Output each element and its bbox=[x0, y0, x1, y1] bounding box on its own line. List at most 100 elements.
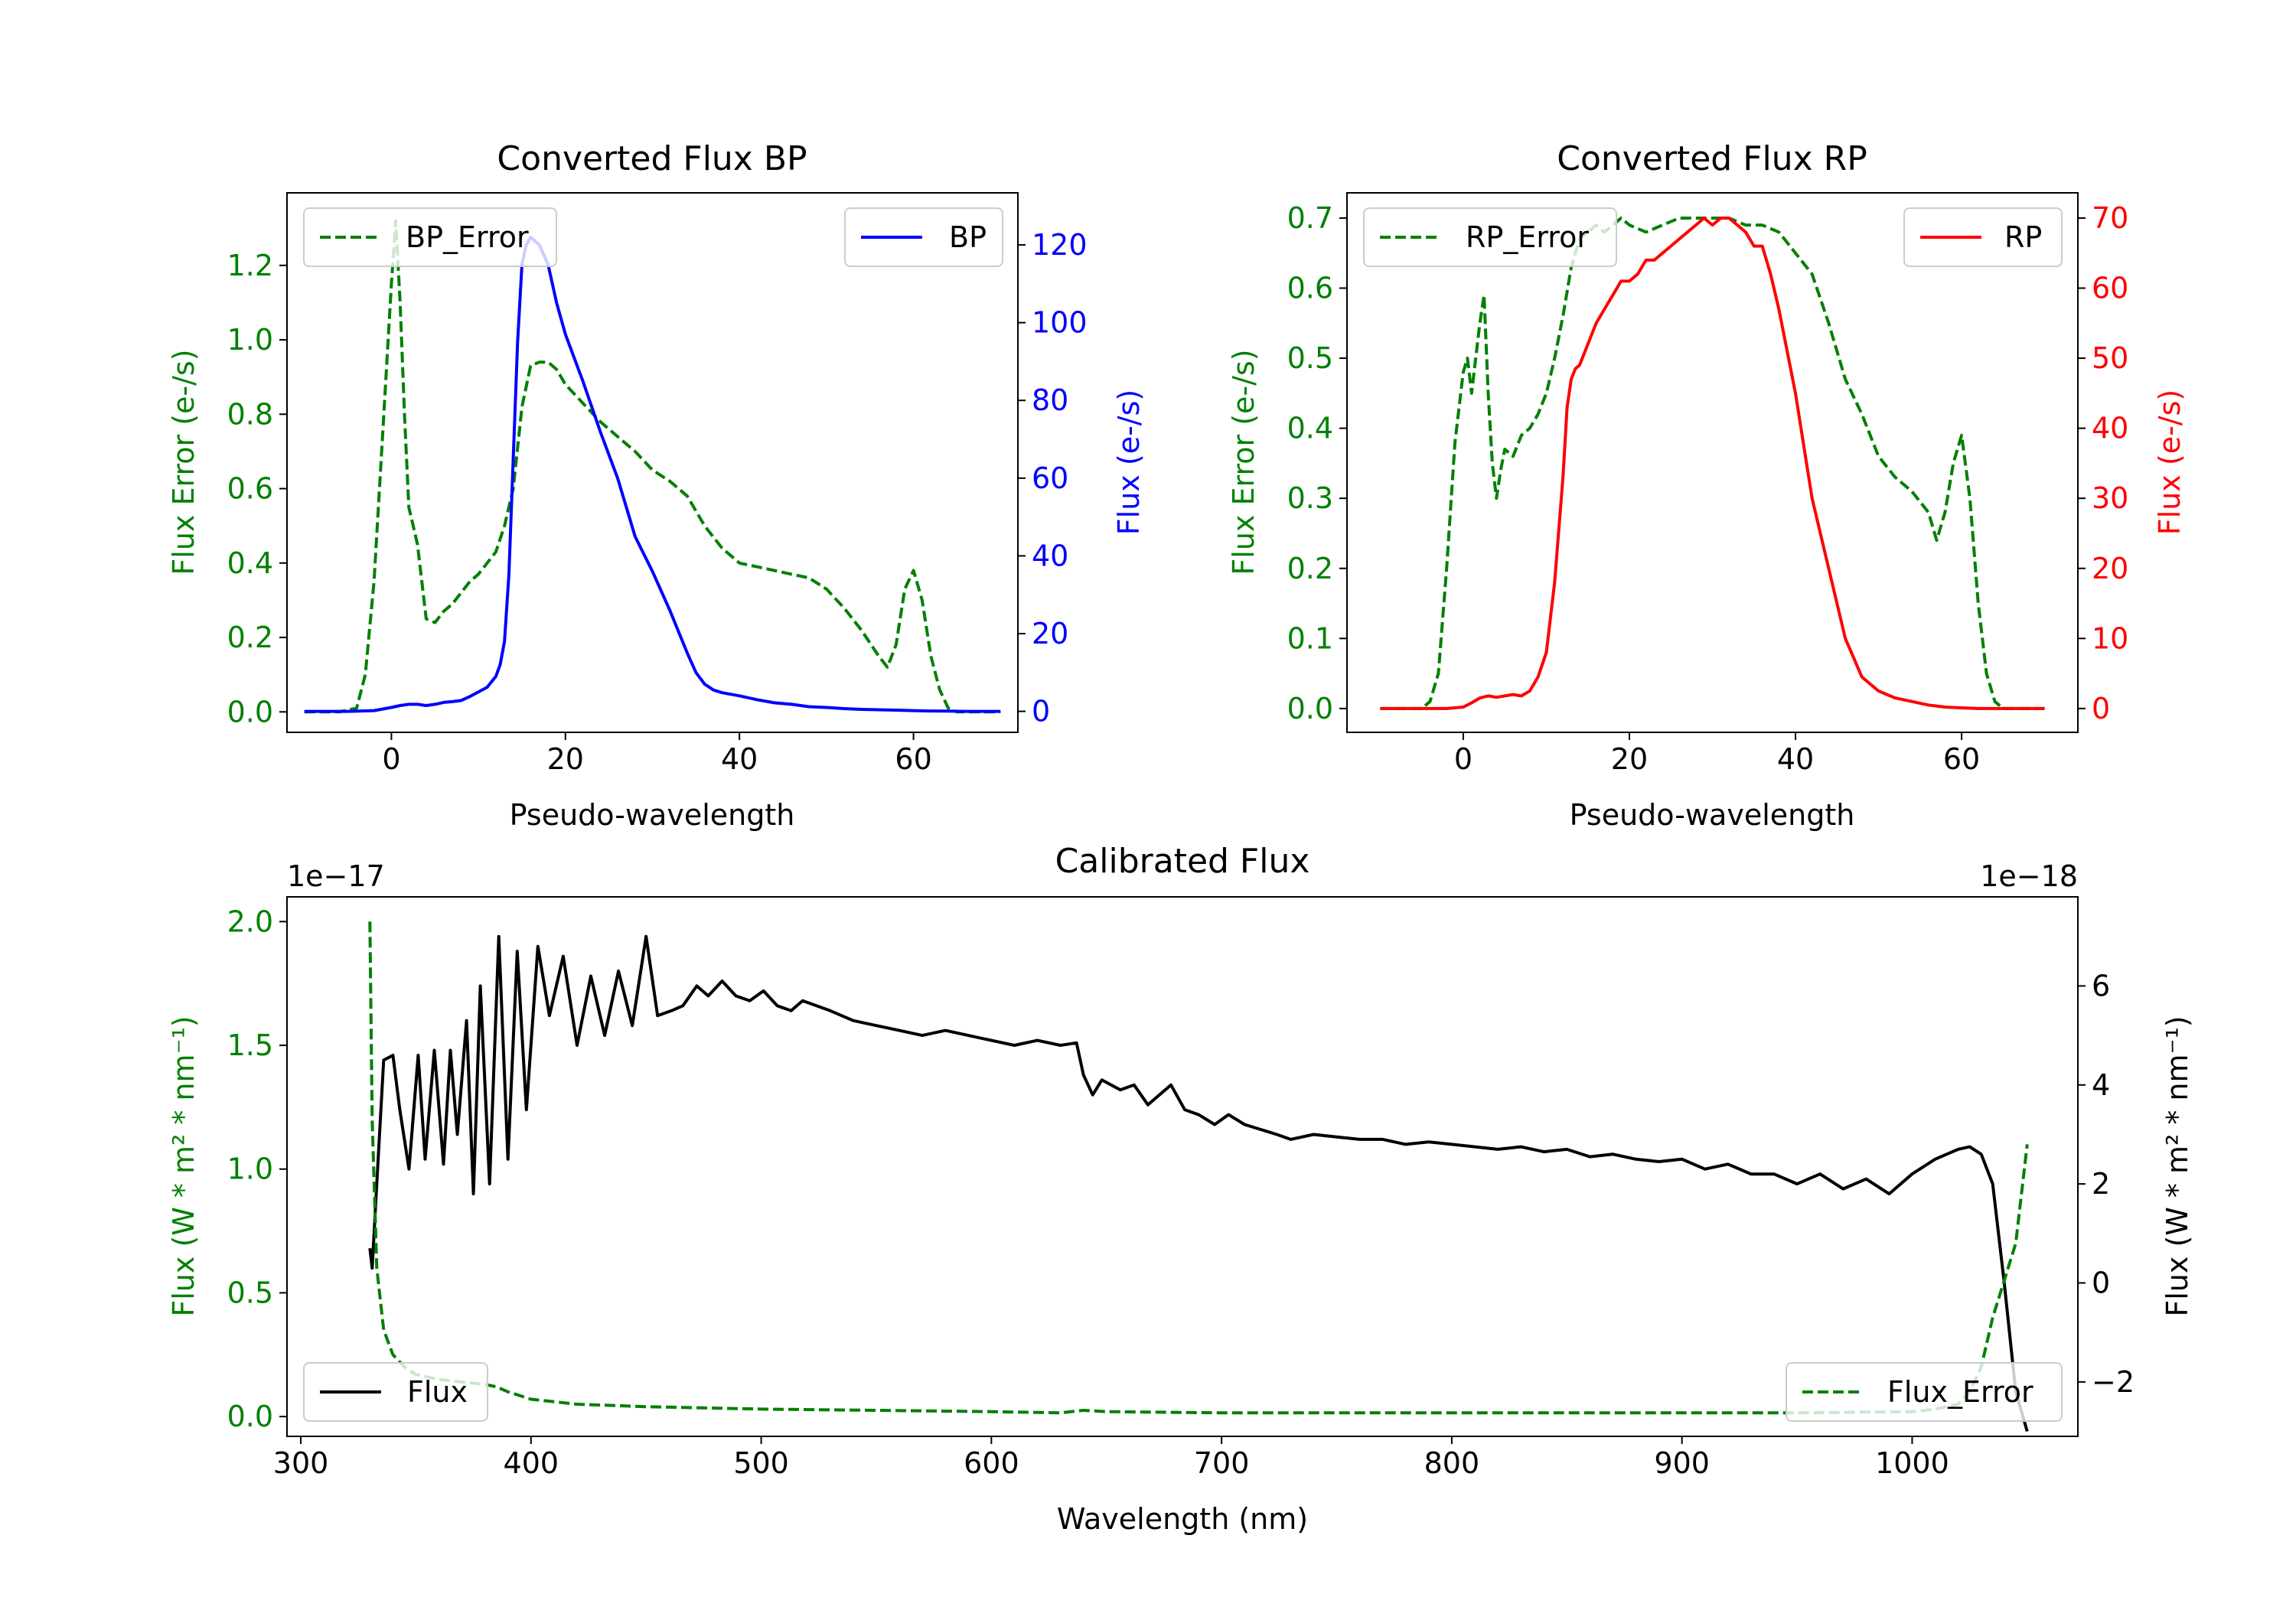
chart-bp-legend-right: BP bbox=[844, 207, 1003, 267]
chart-bp-series-flux bbox=[304, 235, 1001, 713]
chart-calibrated-offset-right: 1e−18 bbox=[1980, 859, 2078, 893]
chart-rp-xtick-label: 20 bbox=[1611, 742, 1648, 776]
chart-rp-ytick-right-label: 30 bbox=[2092, 481, 2128, 515]
chart-rp-ytick-right-label: 50 bbox=[2092, 341, 2128, 375]
chart-calibrated-xtick-label: 700 bbox=[1194, 1446, 1250, 1480]
chart-bp-ytick-left-label: 0.0 bbox=[227, 695, 273, 729]
chart-bp-ylabel-left: Flux Error (e-/s) bbox=[167, 349, 201, 575]
chart-calibrated-yticks-right: −2 0 2 4 6 bbox=[2078, 969, 2135, 1399]
chart-calibrated-ytick-right-label: 0 bbox=[2092, 1266, 2110, 1299]
chart-bp-yticks-left: 0.0 0.2 0.4 0.6 0.8 1.0 1.2 bbox=[227, 249, 287, 729]
chart-calibrated-legend-right-label: Flux_Error bbox=[1887, 1375, 2033, 1409]
chart-calibrated: Calibrated Flux 1e−17 1e−18 300 400 500 600… bbox=[167, 842, 2194, 1536]
chart-bp-xtick-label: 60 bbox=[895, 742, 931, 776]
chart-rp-ytick-right-label: 40 bbox=[2092, 412, 2128, 445]
chart-rp-ytick-left-label: 0.0 bbox=[1287, 692, 1333, 725]
chart-rp-ytick-left-label: 0.6 bbox=[1287, 272, 1333, 305]
chart-rp-xtick-label: 60 bbox=[1943, 742, 1980, 776]
chart-rp-legend-left: RP_Error bbox=[1363, 207, 1617, 267]
chart-calibrated-ytick-right-label: 2 bbox=[2092, 1167, 2110, 1201]
chart-calibrated-xtick-label: 1000 bbox=[1875, 1446, 1949, 1480]
chart-rp-line-rp bbox=[1380, 217, 2045, 710]
chart-calibrated-xtick-label: 900 bbox=[1654, 1446, 1710, 1480]
chart-bp-ytick-left-label: 0.8 bbox=[227, 397, 273, 431]
chart-rp-ytick-right-label: 0 bbox=[2092, 692, 2110, 725]
chart-rp-ytick-right-label: 60 bbox=[2092, 272, 2128, 305]
chart-bp-legend-left: BP_Error bbox=[303, 207, 557, 267]
chart-bp-xlabel: Pseudo-wavelength bbox=[510, 798, 795, 832]
chart-bp-yticks-right: 0 20 40 60 80 100 120 bbox=[1018, 228, 1088, 729]
chart-bp-series-error bbox=[304, 219, 1001, 714]
chart-calibrated-ytick-right-label: 6 bbox=[2092, 969, 2110, 1002]
chart-bp-ytick-right-label: 120 bbox=[1032, 228, 1088, 262]
chart-calibrated-xticks: 300 400 500 600 700 800 900 1000 bbox=[273, 1436, 1949, 1480]
chart-calibrated-ytick-right-label: 4 bbox=[2092, 1068, 2110, 1102]
chart-rp-ytick-left-label: 0.3 bbox=[1287, 481, 1333, 515]
chart-rp-series-flux bbox=[1380, 217, 2045, 710]
chart-rp-yticks-left: 0.0 0.1 0.2 0.3 0.4 0.5 0.6 0.7 bbox=[1287, 201, 1347, 725]
chart-bp-ytick-left-label: 1.0 bbox=[227, 323, 273, 357]
chart-bp-ytick-left-label: 1.2 bbox=[227, 249, 273, 282]
chart-calibrated-legend-right: Flux_Error bbox=[1786, 1362, 2063, 1422]
chart-calibrated-ytick-left-label: 1.5 bbox=[227, 1028, 273, 1062]
chart-rp-xticks: 0 20 40 60 bbox=[1454, 732, 1980, 776]
chart-bp-plot bbox=[304, 219, 1001, 714]
chart-calibrated-legend-left: Flux bbox=[303, 1362, 488, 1422]
chart-rp-frame bbox=[1346, 192, 2079, 733]
chart-rp-ytick-left-label: 0.4 bbox=[1287, 412, 1333, 445]
chart-bp-xtick-label: 20 bbox=[547, 742, 584, 776]
chart-calibrated-series-flux bbox=[368, 934, 2029, 1433]
chart-bp-ytick-right-label: 60 bbox=[1032, 461, 1068, 495]
chart-calibrated-ylabel-left: Flux (W * m² * nm⁻¹) bbox=[167, 1015, 201, 1316]
chart-calibrated-legend-left-label: Flux bbox=[407, 1375, 468, 1409]
chart-bp-ytick-left-label: 0.6 bbox=[227, 472, 273, 506]
chart-bp-xtick-label: 0 bbox=[382, 742, 400, 776]
chart-calibrated-ytick-left-label: 1.0 bbox=[227, 1152, 273, 1186]
chart-bp-ytick-left-label: 0.4 bbox=[227, 546, 273, 580]
chart-rp-ylabel-right: Flux (e-/s) bbox=[2153, 390, 2187, 535]
chart-calibrated-xtick-label: 500 bbox=[733, 1446, 789, 1480]
chart-rp-title: Converted Flux RP bbox=[1557, 139, 1867, 178]
chart-bp-legend-right-label: BP bbox=[949, 220, 987, 254]
chart-calibrated-xlabel: Wavelength (nm) bbox=[1057, 1502, 1308, 1536]
chart-rp-xlabel: Pseudo-wavelength bbox=[1570, 798, 1855, 832]
chart-bp-frame bbox=[286, 192, 1019, 733]
chart-calibrated-xtick-label: 600 bbox=[964, 1446, 1019, 1480]
chart-rp-legend-right-label: RP bbox=[2004, 220, 2042, 254]
chart-rp-ytick-left-label: 0.2 bbox=[1287, 552, 1333, 585]
chart-bp-line-bp bbox=[304, 235, 1001, 713]
chart-bp-ytick-left-label: 0.2 bbox=[227, 621, 273, 654]
chart-bp-xticks: 0 20 40 60 bbox=[382, 732, 932, 776]
chart-rp-ylabel-left: Flux Error (e-/s) bbox=[1227, 349, 1261, 575]
chart-rp-legend-left-label: RP_Error bbox=[1466, 220, 1589, 254]
chart-bp-title: Converted Flux BP bbox=[497, 139, 807, 178]
chart-calibrated-title: Calibrated Flux bbox=[1055, 842, 1310, 881]
chart-bp-ylabel-right: Flux (e-/s) bbox=[1112, 390, 1146, 535]
chart-rp: Converted Flux RP 0 20 40 60 0.0 0.1 0.2 0.3 0.… bbox=[1227, 139, 2187, 832]
chart-rp-ytick-left-label: 0.1 bbox=[1287, 621, 1333, 655]
chart-calibrated-xtick-label: 400 bbox=[504, 1446, 559, 1480]
chart-rp-ytick-right-label: 10 bbox=[2092, 621, 2128, 655]
chart-rp-ytick-left-label: 0.7 bbox=[1287, 201, 1333, 235]
chart-bp-legend-left-label: BP_Error bbox=[406, 220, 529, 254]
chart-calibrated-line-flux bbox=[368, 934, 2029, 1433]
chart-bp-ytick-right-label: 100 bbox=[1032, 306, 1088, 340]
chart-rp-yticks-right: 0 10 20 30 40 50 60 70 bbox=[2078, 201, 2128, 725]
chart-calibrated-offset-left: 1e−17 bbox=[287, 859, 385, 893]
chart-rp-ytick-right-label: 70 bbox=[2092, 201, 2128, 235]
chart-bp-line-bp-error bbox=[304, 219, 1001, 714]
chart-rp-legend-right: RP bbox=[1903, 207, 2063, 267]
chart-calibrated-xtick-label: 800 bbox=[1424, 1446, 1480, 1480]
chart-bp: Converted Flux BP 0 20 40 60 0.00.20.40.60.… bbox=[167, 139, 1146, 832]
chart-calibrated-ytick-right-label: −2 bbox=[2092, 1365, 2135, 1399]
chart-rp-xtick-label: 40 bbox=[1777, 742, 1814, 776]
chart-bp-ytick-right-label: 40 bbox=[1032, 539, 1068, 572]
chart-calibrated-xtick-label: 300 bbox=[273, 1446, 329, 1480]
chart-calibrated-ytick-left-label: 0.0 bbox=[227, 1400, 273, 1433]
chart-bp-ytick-right-label: 20 bbox=[1032, 617, 1068, 650]
chart-calibrated-ytick-left-label: 0.5 bbox=[227, 1276, 273, 1309]
chart-calibrated-frame bbox=[286, 896, 2079, 1437]
chart-calibrated-ytick-left-label: 2.0 bbox=[227, 905, 273, 938]
chart-rp-xtick-label: 0 bbox=[1454, 742, 1473, 776]
